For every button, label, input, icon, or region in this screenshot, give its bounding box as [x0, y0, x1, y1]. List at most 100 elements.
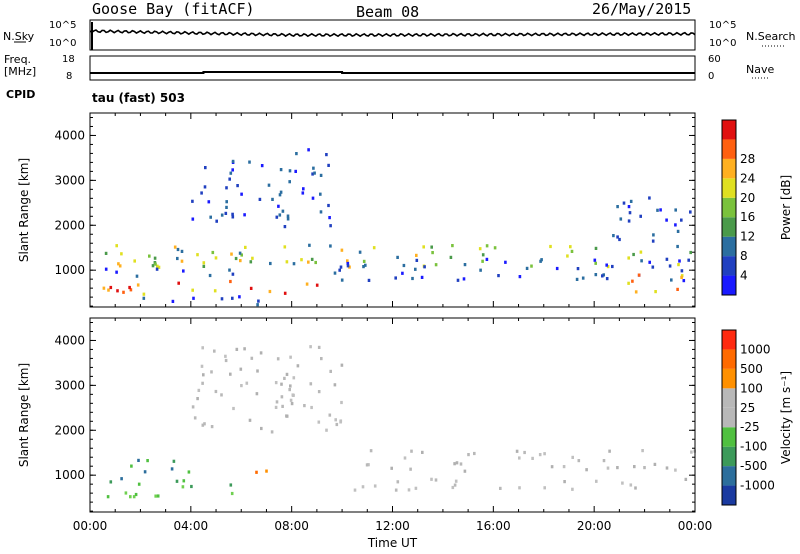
data-cell	[296, 364, 300, 368]
data-cell	[648, 260, 651, 264]
data-cell	[236, 184, 239, 188]
data-cell	[576, 267, 580, 271]
data-cell	[209, 215, 212, 219]
data-cell	[621, 481, 624, 485]
data-cell	[281, 209, 285, 213]
data-cell	[456, 278, 460, 282]
y-tick-label: 4000	[54, 128, 85, 142]
colorbar-swatch	[722, 236, 736, 257]
data-cell	[430, 245, 433, 249]
data-cell	[283, 291, 287, 295]
data-cell	[605, 263, 608, 267]
data-cell	[690, 450, 693, 454]
data-cell	[319, 173, 323, 177]
data-cell	[132, 495, 136, 499]
data-cell	[265, 469, 268, 473]
data-cell	[107, 288, 110, 292]
data-cell	[485, 244, 489, 248]
data-cell	[421, 450, 424, 454]
data-cell	[627, 219, 631, 223]
data-cell	[124, 491, 128, 495]
colorbar-tick-label: -100	[740, 440, 767, 454]
nsky-label: N.Sky	[3, 30, 35, 43]
data-cell	[109, 285, 113, 290]
velocity-panel-frame	[89, 317, 696, 513]
data-cell	[396, 480, 400, 484]
data-cell	[308, 243, 311, 247]
data-cell	[201, 381, 204, 385]
data-cell	[340, 400, 343, 405]
data-cell	[575, 277, 579, 281]
data-cell	[275, 215, 279, 219]
data-cell	[549, 244, 552, 249]
data-cell	[193, 416, 197, 420]
data-cell	[286, 217, 290, 221]
data-cell	[307, 260, 310, 264]
data-cell	[148, 254, 151, 258]
data-cell	[203, 185, 207, 189]
data-cell	[214, 389, 218, 394]
x-tick-label: 12:00	[375, 519, 410, 533]
data-cell	[680, 218, 683, 222]
data-cell	[211, 250, 215, 255]
power-panel-group	[102, 148, 692, 307]
colorbar-tick-label: 20	[740, 191, 755, 205]
data-cell	[668, 264, 672, 268]
data-cell	[612, 234, 615, 238]
data-cell	[289, 355, 292, 359]
data-cell	[637, 273, 641, 277]
data-cell	[315, 283, 319, 287]
data-cell	[177, 281, 180, 285]
data-cell	[102, 286, 106, 290]
data-cell	[153, 256, 157, 260]
data-cell	[192, 296, 195, 300]
data-cell	[213, 289, 217, 293]
data-cell	[687, 258, 690, 262]
data-cell	[317, 390, 321, 394]
data-cell	[543, 452, 546, 456]
data-cell	[239, 259, 242, 263]
data-cell	[151, 264, 155, 268]
data-cell	[172, 459, 176, 463]
data-cell	[200, 191, 203, 195]
data-cell	[665, 218, 668, 222]
data-cell	[451, 244, 454, 248]
data-cell	[267, 183, 271, 187]
data-cell	[309, 382, 313, 386]
data-cell	[410, 449, 413, 453]
data-cell	[269, 261, 272, 266]
data-cell	[462, 277, 466, 281]
x-tick-label: 00:00	[678, 519, 713, 533]
y-axis-label: Slant Range [km]	[17, 363, 31, 467]
x-axis-label: Time UT	[367, 536, 418, 550]
data-cell	[181, 485, 185, 489]
data-cell	[274, 405, 278, 409]
data-cell	[142, 296, 146, 300]
data-cell	[224, 211, 228, 215]
data-cell	[176, 256, 179, 261]
colorbar-tick-label: 28	[740, 152, 755, 166]
data-cell	[680, 275, 683, 279]
data-cell	[187, 470, 191, 474]
data-cell	[135, 274, 139, 278]
data-cell	[372, 246, 376, 250]
beam-title: Beam 08	[356, 3, 420, 21]
nsky-tick-high: 10^5	[49, 20, 77, 31]
colorbar-swatch	[722, 446, 736, 467]
data-cell	[633, 465, 636, 469]
data-cell	[210, 425, 214, 429]
data-cell	[154, 262, 157, 266]
data-cell	[453, 462, 456, 466]
data-cell	[628, 211, 632, 215]
data-cell	[423, 265, 426, 269]
data-cell	[618, 237, 621, 242]
data-cell	[214, 256, 218, 260]
data-cell	[191, 217, 195, 221]
data-cell	[255, 470, 258, 474]
data-cell	[676, 287, 679, 291]
data-cell	[229, 171, 233, 175]
data-cell	[157, 265, 161, 269]
data-cell	[286, 214, 290, 218]
data-cell	[279, 168, 283, 172]
